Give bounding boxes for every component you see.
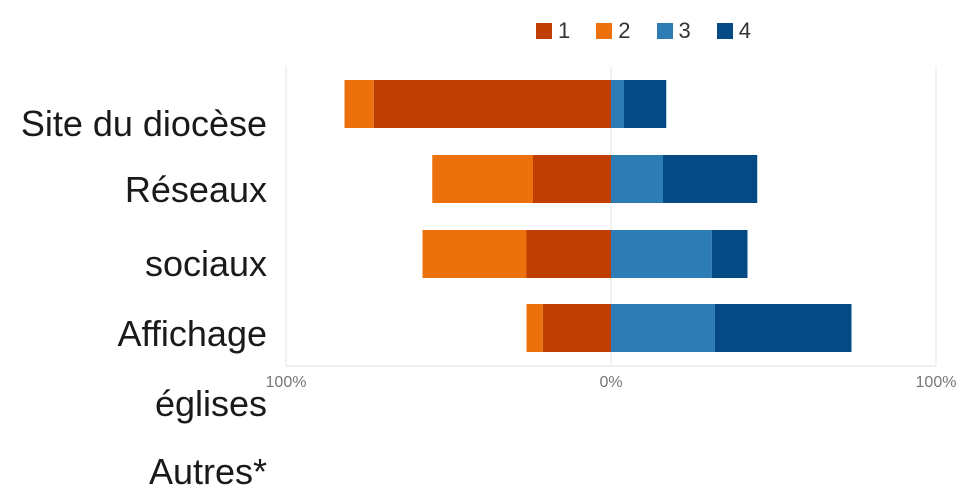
x-tick-label: 0%: [599, 374, 622, 391]
bar-segment: [422, 230, 527, 278]
bar-segment: [611, 155, 663, 203]
legend-label: 3: [678, 18, 691, 43]
bar-segment: [526, 230, 611, 278]
bar-segment: [526, 304, 543, 352]
bar-segment: [663, 155, 758, 203]
legend-item: 3: [656, 18, 691, 44]
bar-segment: [533, 155, 611, 203]
bar-segment: [542, 304, 611, 352]
legend-item: 2: [596, 18, 631, 44]
category-label: Réseaux: [124, 169, 267, 210]
category-label: Autres*: [148, 451, 267, 492]
bar-segment: [611, 304, 715, 352]
bar-segment: [344, 80, 374, 128]
legend: 1 2 3 4: [536, 18, 777, 44]
legend-label: 2: [618, 18, 631, 43]
legend-item: 1: [536, 18, 570, 44]
category-label: églises: [154, 383, 267, 424]
bar-segment: [611, 230, 712, 278]
legend-label: 1: [558, 18, 571, 43]
category-label: sociaux: [144, 243, 267, 284]
legend-swatch: [716, 23, 733, 39]
bar-segment: [711, 230, 748, 278]
bar-segment: [611, 80, 624, 128]
legend-swatch: [536, 23, 552, 39]
category-label: Affichage: [117, 313, 267, 354]
legend-label: 4: [738, 18, 751, 43]
bar-segment: [373, 80, 611, 128]
legend-swatch: [596, 23, 613, 39]
x-tick-label: 100%: [266, 374, 307, 391]
bar-segment: [715, 304, 852, 352]
bar-segment: [624, 80, 667, 128]
category-label: Site du diocèse: [20, 103, 267, 144]
bar-segment: [432, 155, 533, 203]
x-tick-label: 100%: [916, 374, 957, 391]
legend-item: 4: [716, 18, 751, 44]
legend-swatch: [656, 23, 673, 39]
